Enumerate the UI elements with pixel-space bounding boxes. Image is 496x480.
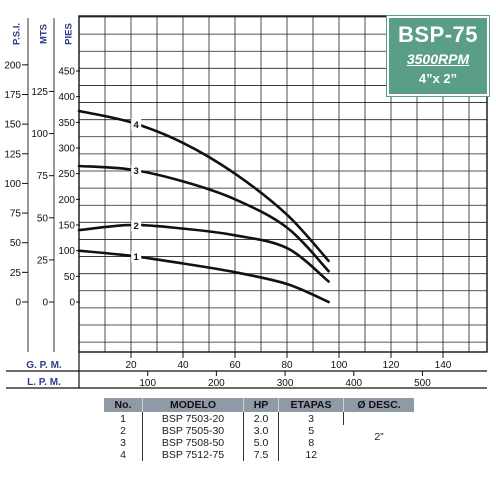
row-no: 4 [104, 449, 143, 461]
y-tick-label-pies: 350 [58, 118, 75, 129]
header-desc: Ø DESC. [343, 398, 414, 412]
curve-1 [77, 249, 330, 304]
y-tick-label-psi: 75 [10, 209, 22, 220]
y-tick-label-pies: 100 [58, 246, 75, 257]
y-tick-label-psi: 150 [4, 120, 21, 131]
badge-model: BSP-75 [397, 22, 479, 47]
y-tick-label-pies: 450 [58, 67, 75, 78]
chart-grid [78, 15, 488, 353]
row-desc: 2” [374, 431, 384, 443]
x-tick-label-gpm: 60 [229, 360, 241, 371]
model-badge: BSP-75 3500RPM 4”x 2” [387, 16, 489, 96]
x-tick-label-lpm: 300 [277, 378, 294, 389]
chart-axes: P.S.I. MTS PIES050100150200250300350400450… [4, 18, 487, 389]
x-tick-label-lpm: 500 [414, 378, 431, 389]
gpm-axis-label: G. P. M. [26, 360, 62, 371]
table-row: 4 BSP 7512-75 7.5 12 [104, 449, 414, 461]
y-tick-label-psi: 125 [4, 149, 21, 160]
x-tick-label-gpm: 20 [125, 360, 137, 371]
x-tick-label-gpm: 140 [435, 360, 452, 371]
psi-axis-label: P.S.I. [12, 23, 23, 45]
header-no: No. [104, 398, 143, 412]
row-modelo: BSP 7505-30 [142, 425, 244, 437]
curve-label: 1 [134, 252, 140, 263]
badge-rpm: 3500RPM [406, 51, 470, 67]
x-tick-label-lpm: 200 [208, 378, 225, 389]
y-tick-label-psi: 50 [10, 238, 22, 249]
x-tick-label-lpm: 100 [139, 378, 156, 389]
row-modelo: BSP 7512-75 [142, 449, 244, 461]
x-tick-label-lpm: 400 [345, 378, 362, 389]
y-tick-label-mts: 25 [37, 255, 49, 266]
y-tick-label-mts: 0 [42, 298, 48, 309]
curve-3 [77, 164, 330, 273]
badge-size: 4”x 2” [418, 71, 458, 86]
models-table: No. MODELO HP ETAPAS Ø DESC. 1 BSP 7503-… [104, 398, 414, 461]
row-etapas: 12 [305, 449, 318, 461]
curve-label-bg [131, 250, 142, 263]
curve-label-bg [131, 219, 142, 232]
lpm-axis-label: L. P. M. [27, 377, 61, 388]
row-no: 2 [104, 425, 143, 437]
mts-axis-label: MTS [39, 24, 50, 44]
y-tick-label-mts: 100 [31, 129, 48, 140]
table-row: 3 BSP 7508-50 5.0 8 [104, 437, 414, 449]
y-tick-label-mts: 50 [37, 213, 49, 224]
row-etapas: 8 [308, 437, 315, 449]
y-tick-label-pies: 200 [58, 195, 75, 206]
curve-label: 2 [134, 221, 139, 232]
header-modelo: MODELO [142, 398, 244, 412]
x-tick-label-gpm: 80 [281, 360, 293, 371]
plot-frame [78, 15, 488, 353]
y-tick-label-pies: 400 [58, 92, 75, 103]
x-tick-label-gpm: 120 [383, 360, 400, 371]
y-tick-label-pies: 0 [69, 298, 75, 309]
y-tick-label-psi: 175 [4, 90, 21, 101]
row-modelo: BSP 7503-20 [142, 412, 244, 425]
y-tick-label-pies: 250 [58, 169, 75, 180]
curve-4 [77, 109, 330, 263]
y-tick-label-mts: 125 [31, 87, 48, 98]
row-hp: 5.0 [243, 437, 279, 449]
models-table-header: No. MODELO HP ETAPAS Ø DESC. [104, 398, 414, 412]
curve-2 [77, 223, 330, 283]
row-etapas: 3 [278, 412, 344, 425]
curve-label-bg [131, 164, 142, 177]
row-no: 3 [104, 437, 143, 449]
y-tick-label-pies: 150 [58, 221, 75, 232]
y-tick-label-psi: 200 [4, 60, 21, 71]
x-tick-label-gpm: 40 [177, 360, 189, 371]
header-etapas: ETAPAS [278, 398, 344, 412]
chart-curves: 1 2 3 4 [77, 109, 330, 304]
table-row: 2 BSP 7505-30 3.0 5 [104, 425, 414, 437]
row-no: 1 [104, 412, 143, 425]
y-tick-label-pies: 300 [58, 144, 75, 155]
y-tick-label-psi: 100 [4, 179, 21, 190]
y-tick-label-pies: 50 [64, 272, 76, 283]
x-tick-label-gpm: 100 [331, 360, 348, 371]
y-tick-label-psi: 0 [15, 298, 21, 309]
curve-label: 4 [134, 120, 140, 131]
y-tick-label-psi: 25 [10, 268, 22, 279]
row-hp: 7.5 [243, 449, 279, 461]
curve-label-bg [131, 118, 142, 131]
row-hp: 3.0 [243, 425, 279, 437]
curve-label: 3 [134, 166, 139, 177]
header-hp: HP [243, 398, 279, 412]
row-modelo: BSP 7508-50 [142, 437, 244, 449]
table-row: 1 BSP 7503-20 2.0 3 2” [104, 412, 414, 443]
y-tick-label-mts: 75 [37, 171, 49, 182]
pies-axis-label: PIES [64, 23, 75, 45]
row-etapas: 5 [308, 425, 315, 437]
row-hp: 2.0 [243, 412, 279, 425]
